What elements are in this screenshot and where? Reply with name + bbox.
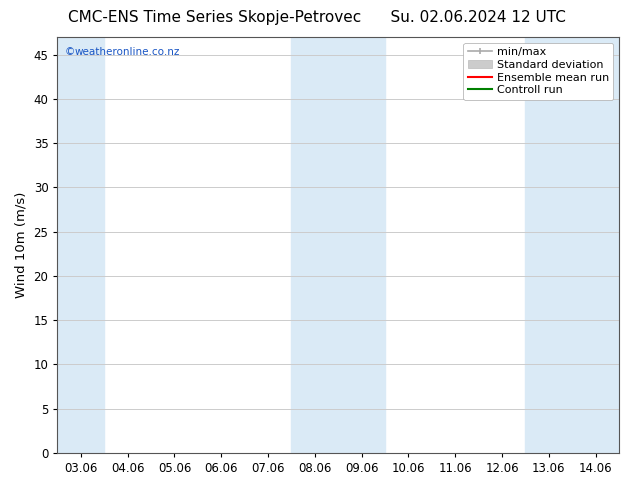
Text: weatheronline.co.nz: weatheronline.co.nz: [74, 48, 179, 57]
Bar: [526, 37, 619, 453]
Y-axis label: Wind 10m (m/s): Wind 10m (m/s): [15, 192, 28, 298]
Text: ©: ©: [64, 48, 74, 57]
Legend: min/max, Standard deviation, Ensemble mean run, Controll run: min/max, Standard deviation, Ensemble me…: [463, 43, 614, 100]
Text: CMC-ENS Time Series Skopje-Petrovec      Su. 02.06.2024 12 UTC: CMC-ENS Time Series Skopje-Petrovec Su. …: [68, 10, 566, 25]
Bar: [292, 37, 385, 453]
Bar: [58, 37, 104, 453]
